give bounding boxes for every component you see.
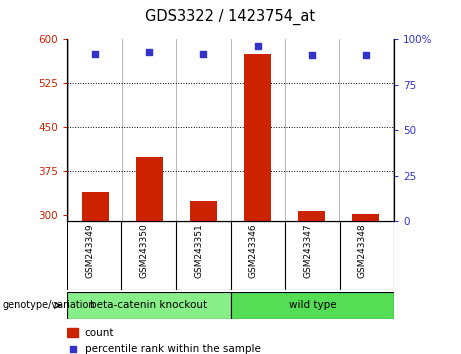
Bar (67, 292, 230, 319)
Text: GSM243348: GSM243348 (358, 223, 367, 278)
Point (200, 51, 207, 56)
Text: wild type: wild type (289, 300, 336, 310)
Text: GSM243349: GSM243349 (85, 223, 94, 278)
Text: GSM243351: GSM243351 (194, 223, 203, 278)
Text: beta-catenin knockout: beta-catenin knockout (90, 300, 207, 310)
Point (308, 52, 315, 58)
Text: GSM243350: GSM243350 (140, 223, 148, 278)
Text: GDS3322 / 1423754_at: GDS3322 / 1423754_at (145, 9, 316, 25)
Point (362, 52, 369, 58)
Text: percentile rank within the sample: percentile rank within the sample (85, 344, 261, 354)
Text: GSM243347: GSM243347 (303, 223, 313, 278)
Bar (190, 201, 217, 221)
Text: GSM243346: GSM243346 (249, 223, 258, 278)
Bar (230, 292, 394, 319)
Bar (352, 213, 379, 221)
Bar (136, 156, 163, 221)
Bar (244, 54, 271, 221)
Bar (298, 211, 325, 221)
Point (254, 44, 261, 49)
Point (69, 346, 76, 352)
Point (146, 49, 153, 55)
Text: count: count (85, 327, 114, 337)
Bar (82, 192, 109, 221)
Bar (67, 328, 78, 337)
Text: genotype/variation: genotype/variation (2, 300, 95, 310)
Point (92, 51, 99, 56)
